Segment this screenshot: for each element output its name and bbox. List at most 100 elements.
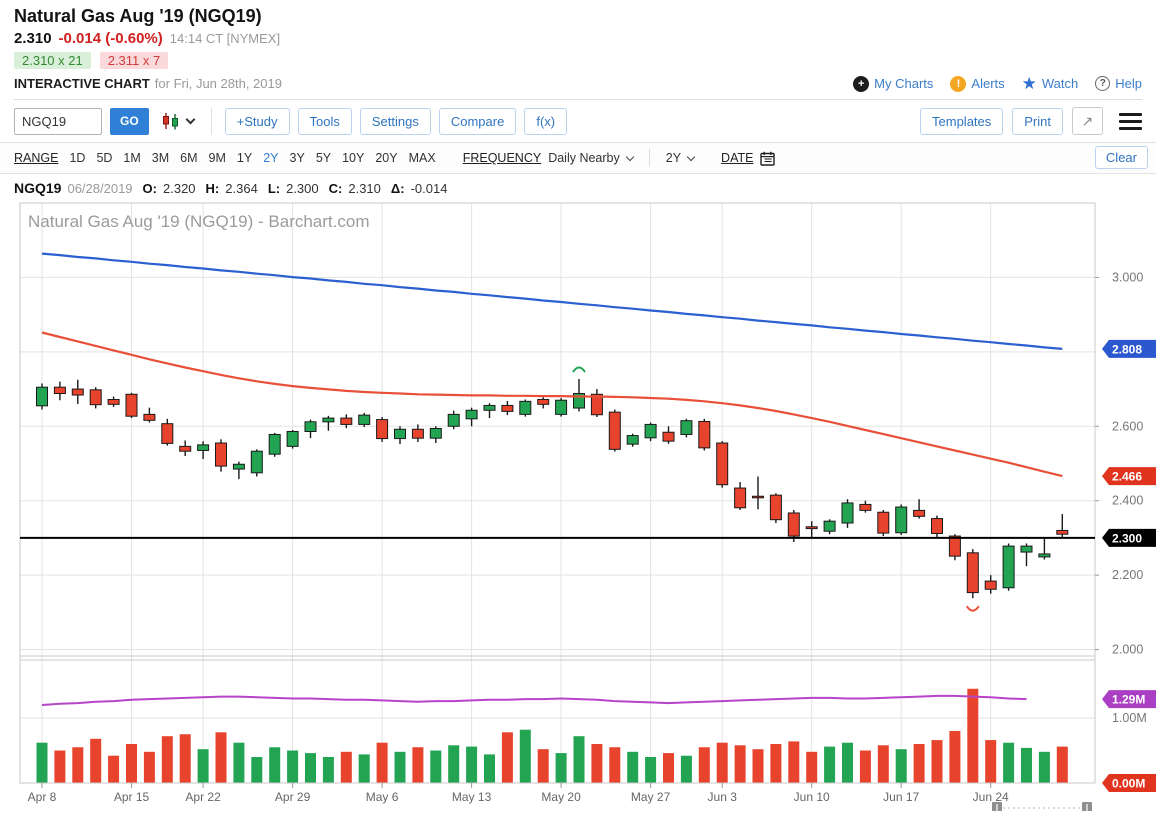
expand-arrow-icon: ↗ <box>1081 112 1094 129</box>
price-line: 2.310 -0.014 (-0.60%) 14:14 CT [NYMEX] <box>14 30 1142 47</box>
candle-body <box>376 419 389 440</box>
candle-body <box>698 420 711 449</box>
toolbar-button-study[interactable]: +Study <box>224 107 290 135</box>
range-3y[interactable]: 3Y <box>289 151 305 165</box>
volume-bar <box>322 757 334 783</box>
volume-bar <box>806 751 818 783</box>
candle-body <box>966 552 979 594</box>
range-2y[interactable]: 2Y <box>263 151 279 165</box>
toolbar-button-fx[interactable]: f(x) <box>524 107 568 135</box>
high-label: H: <box>205 181 220 196</box>
go-button[interactable]: GO <box>110 107 149 135</box>
candle-body <box>501 404 514 412</box>
ma-fast-badge <box>1102 467 1156 486</box>
help-link[interactable]: ? Help <box>1095 76 1142 91</box>
range-5y[interactable]: 5Y <box>315 151 332 165</box>
star-icon: ★ <box>1021 74 1037 93</box>
candle-body <box>394 428 406 440</box>
low-label: L: <box>267 181 281 196</box>
volume-bar <box>501 732 513 783</box>
chart-type-dropdown[interactable] <box>161 112 196 130</box>
candle-body <box>590 393 603 416</box>
hamburger-menu-icon[interactable] <box>1119 112 1142 130</box>
candle-body <box>250 450 263 474</box>
volume-bar <box>788 741 800 783</box>
candle-body <box>626 435 639 445</box>
frequency-label[interactable]: FREQUENCY <box>462 151 542 165</box>
volume-bar <box>519 729 531 783</box>
ma-fast-line <box>41 331 1063 478</box>
range-5d[interactable]: 5D <box>96 151 113 165</box>
toolbar-button-tools[interactable]: Tools <box>297 107 352 135</box>
my-charts-link[interactable]: + My Charts <box>853 75 933 92</box>
candle-body <box>984 580 997 590</box>
volume-bar <box>54 750 66 783</box>
volume-ma-line <box>41 694 1027 706</box>
range-1m[interactable]: 1M <box>123 151 141 165</box>
pattern-marker-down <box>965 605 980 612</box>
range-20y[interactable]: 20Y <box>375 151 398 165</box>
price-axis-label: 2.600 <box>1112 419 1143 433</box>
candle-body <box>948 535 961 557</box>
date-picker[interactable]: DATE <box>721 151 776 166</box>
volume-bar <box>305 753 316 783</box>
range-label[interactable]: RANGE <box>14 151 59 165</box>
range-bar: RANGE 1D 5D 1M 3M 6M 9M 1Y 2Y 3Y 5Y 10Y 20Y MAX FREQ… <box>0 143 1156 174</box>
symbol-input[interactable] <box>14 107 102 135</box>
candle-body <box>805 526 818 530</box>
interactive-chart[interactable]: Natural Gas Aug '19 (NGQ19) - Barchart.c… <box>0 199 1156 814</box>
volume-bar <box>537 749 549 783</box>
volume-bar <box>573 736 585 783</box>
period-dropdown[interactable]: 2Y <box>666 151 696 165</box>
date-label[interactable]: DATE <box>721 151 754 165</box>
toolbar-button-compare[interactable]: Compare <box>438 107 517 135</box>
candle-body <box>71 388 84 396</box>
x-axis-label: May 13 <box>452 790 492 804</box>
chart-canvas[interactable]: Natural Gas Aug '19 (NGQ19) - Barchart.c… <box>0 199 1156 814</box>
calendar-icon <box>760 151 776 166</box>
last-price: 2.310 <box>14 30 52 47</box>
clear-button[interactable]: Clear <box>1094 146 1148 169</box>
plot-border <box>19 202 1096 784</box>
frequency-dropdown[interactable]: FREQUENCY Daily Nearby <box>462 151 634 165</box>
ohlc-symbol: NGQ19 <box>14 180 62 196</box>
range-6m[interactable]: 6M <box>180 151 198 165</box>
ohlc-date: 06/28/2019 <box>67 181 133 196</box>
candle-body <box>1038 553 1051 558</box>
chart-watermark-title: Natural Gas Aug '19 (NGQ19) - Barchart.c… <box>28 212 370 231</box>
candle-body <box>537 398 550 405</box>
range-3m[interactable]: 3M <box>151 151 170 165</box>
volume-bar <box>770 744 782 783</box>
templates-button[interactable]: Templates <box>920 107 1004 135</box>
volume-bar <box>269 747 281 783</box>
x-axis-label: Jun 24 <box>973 790 1009 804</box>
x-axis-label: May 27 <box>631 790 671 804</box>
candle-body <box>411 428 424 439</box>
print-button[interactable]: Print <box>1012 107 1063 135</box>
bid-ask-line: 2.310 x 21 2.311 x 7 <box>14 52 1142 69</box>
volume-bar <box>752 749 764 783</box>
range-10y[interactable]: 10Y <box>342 151 365 165</box>
toolbar-button-settings[interactable]: Settings <box>359 107 431 135</box>
alert-icon: ! <box>950 75 967 92</box>
watch-link[interactable]: ★ Watch <box>1022 75 1079 92</box>
volume-bar <box>251 757 263 783</box>
candle-body <box>89 389 102 406</box>
range-list: 1D 5D 1M 3M 6M 9M 1Y 2Y 3Y 5Y 10Y 20Y MAX <box>69 151 435 165</box>
x-axis-label: Apr 8 <box>28 790 57 804</box>
candle-body <box>1002 545 1015 589</box>
range-9m[interactable]: 9M <box>208 151 226 165</box>
expand-chart-button[interactable]: ↗ <box>1072 107 1103 135</box>
alerts-link[interactable]: ! Alerts <box>950 75 1005 92</box>
question-icon: ? <box>1095 76 1111 91</box>
candle-body <box>734 487 747 509</box>
range-max[interactable]: MAX <box>408 151 436 165</box>
ma-slow-badge <box>1102 339 1156 358</box>
volume-bar <box>734 745 746 783</box>
candle-body <box>36 386 48 407</box>
volume-bar <box>645 757 657 783</box>
volume-bar <box>466 746 478 783</box>
volume-bar <box>143 751 155 783</box>
range-1y[interactable]: 1Y <box>236 151 253 165</box>
range-1d[interactable]: 1D <box>69 151 86 165</box>
